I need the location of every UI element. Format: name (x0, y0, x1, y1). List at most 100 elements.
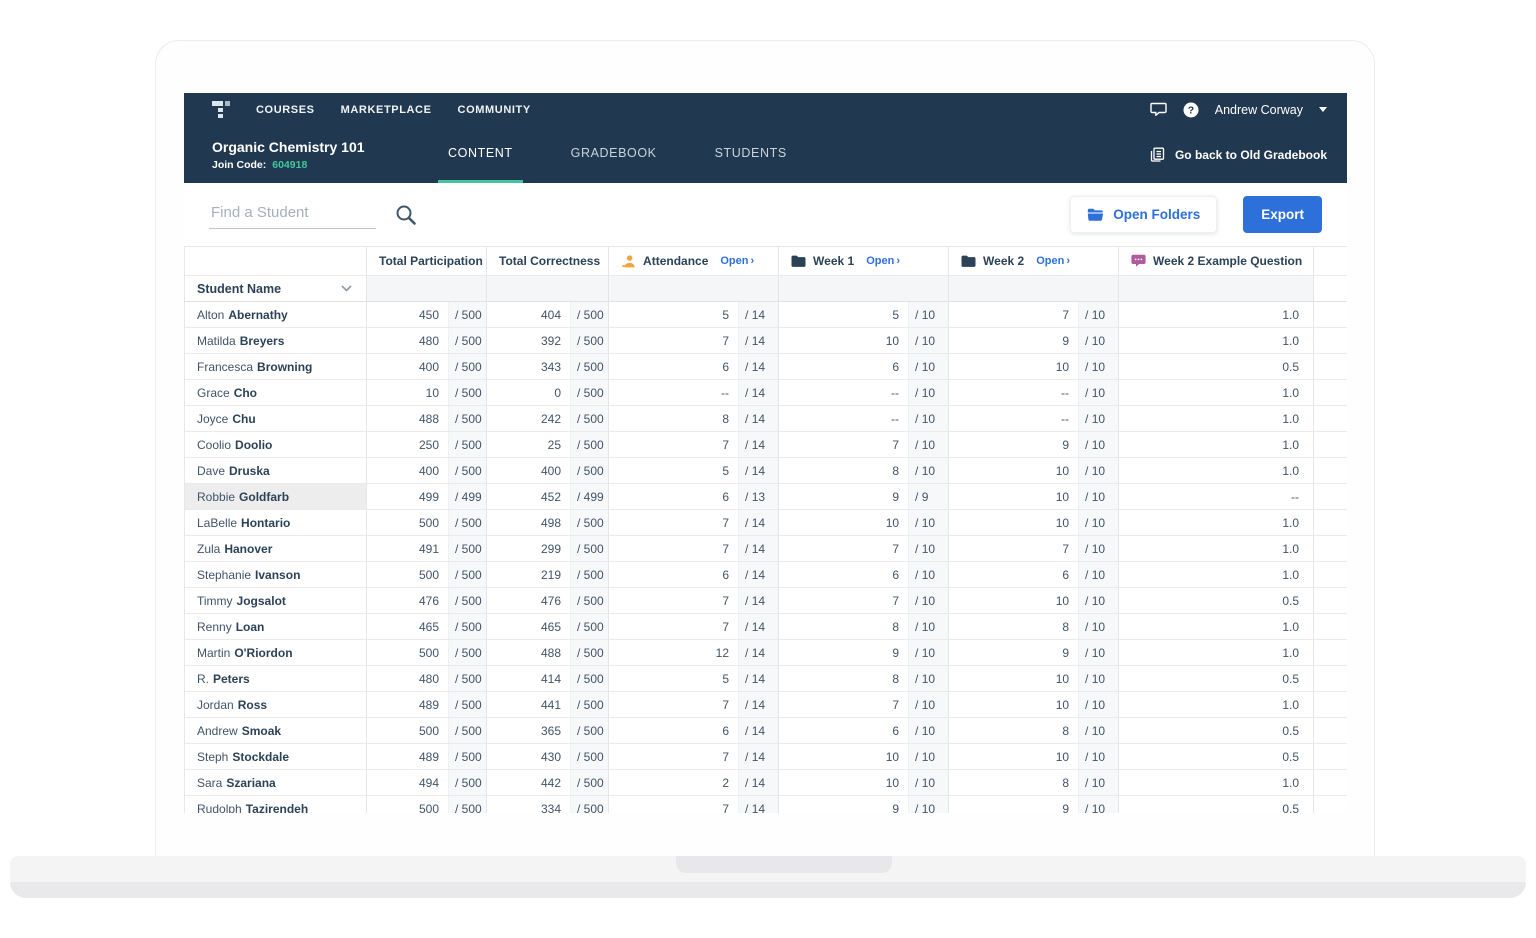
tab-content[interactable]: CONTENT (438, 126, 523, 183)
week1-score-cell[interactable]: 6 (778, 717, 909, 744)
student-name-cell[interactable]: Matilda Breyers (184, 327, 367, 354)
week1-score-cell[interactable]: 9 (778, 639, 909, 666)
attendance-score-cell[interactable]: 2 (608, 769, 739, 796)
user-menu[interactable]: Andrew Corway (1214, 102, 1303, 117)
participation-score-cell[interactable]: 450 (366, 301, 449, 328)
week1-score-cell[interactable]: 10 (778, 769, 909, 796)
example-question-score-cell[interactable]: 1.0 (1118, 301, 1314, 328)
participation-score-cell[interactable]: 500 (366, 717, 449, 744)
student-name-cell[interactable]: Joyce Chu (184, 405, 367, 432)
week2-score-cell[interactable]: 8 (948, 717, 1079, 744)
student-name-cell[interactable]: Francesca Browning (184, 353, 367, 380)
correctness-score-cell[interactable]: 343 (486, 353, 571, 380)
chevron-down-icon[interactable] (341, 285, 352, 292)
attendance-score-cell[interactable]: 6 (608, 717, 739, 744)
attendance-open-link[interactable]: Open › (720, 255, 755, 267)
attendance-score-cell[interactable]: 7 (608, 743, 739, 770)
search-input[interactable] (209, 200, 376, 229)
attendance-score-cell[interactable]: 5 (608, 457, 739, 484)
example-question-score-cell[interactable]: 0.5 (1118, 353, 1314, 380)
week2-score-cell[interactable]: -- (948, 405, 1079, 432)
week2-score-cell[interactable]: 8 (948, 613, 1079, 640)
attendance-score-cell[interactable]: 12 (608, 639, 739, 666)
participation-score-cell[interactable]: 494 (366, 769, 449, 796)
student-name-header[interactable]: Student Name (184, 275, 367, 302)
week2-open-link[interactable]: Open › (1036, 255, 1070, 267)
week2-score-cell[interactable]: 9 (948, 431, 1079, 458)
nav-item-marketplace[interactable]: MARKETPLACE (340, 103, 432, 116)
nav-item-courses[interactable]: COURSES (256, 103, 315, 116)
tab-students[interactable]: STUDENTS (714, 146, 787, 160)
attendance-score-cell[interactable]: 5 (608, 301, 739, 328)
correctness-score-cell[interactable]: 404 (486, 301, 571, 328)
student-name-cell[interactable]: Steph Stockdale (184, 743, 367, 770)
student-name-cell[interactable]: Jordan Ross (184, 691, 367, 718)
correctness-score-cell[interactable]: 400 (486, 457, 571, 484)
correctness-score-cell[interactable]: 365 (486, 717, 571, 744)
correctness-score-cell[interactable]: 299 (486, 535, 571, 562)
example-question-score-cell[interactable]: 0.5 (1118, 665, 1314, 692)
attendance-score-cell[interactable]: 7 (608, 327, 739, 354)
example-question-score-cell[interactable]: 1.0 (1118, 509, 1314, 536)
attendance-score-cell[interactable]: 6 (608, 483, 739, 510)
week2-score-cell[interactable]: 7 (948, 535, 1079, 562)
week2-score-cell[interactable]: 10 (948, 483, 1079, 510)
example-question-score-cell[interactable]: 1.0 (1118, 769, 1314, 796)
attendance-score-cell[interactable]: 7 (608, 795, 739, 813)
week1-score-cell[interactable]: -- (778, 405, 909, 432)
attendance-score-cell[interactable]: 6 (608, 561, 739, 588)
week2-score-cell[interactable]: 10 (948, 353, 1079, 380)
messages-icon[interactable] (1150, 102, 1167, 117)
week2-score-cell[interactable]: 10 (948, 691, 1079, 718)
attendance-score-cell[interactable]: 7 (608, 613, 739, 640)
week2-score-cell[interactable]: -- (948, 379, 1079, 406)
participation-score-cell[interactable]: 10 (366, 379, 449, 406)
week2-score-cell[interactable]: 7 (948, 301, 1079, 328)
week2-score-cell[interactable]: 10 (948, 457, 1079, 484)
participation-score-cell[interactable]: 465 (366, 613, 449, 640)
attendance-score-cell[interactable]: 5 (608, 665, 739, 692)
participation-score-cell[interactable]: 480 (366, 327, 449, 354)
attendance-score-cell[interactable]: 7 (608, 509, 739, 536)
participation-score-cell[interactable]: 488 (366, 405, 449, 432)
participation-score-cell[interactable]: 400 (366, 457, 449, 484)
week1-score-cell[interactable]: 7 (778, 431, 909, 458)
example-question-score-cell[interactable]: 1.0 (1118, 327, 1314, 354)
week2-score-cell[interactable]: 10 (948, 743, 1079, 770)
old-gradebook-link[interactable]: Go back to Old Gradebook (1150, 126, 1327, 183)
participation-score-cell[interactable]: 500 (366, 561, 449, 588)
participation-score-cell[interactable]: 500 (366, 795, 449, 813)
week1-score-cell[interactable]: 8 (778, 665, 909, 692)
student-name-cell[interactable]: R. Peters (184, 665, 367, 692)
attendance-score-cell[interactable]: 7 (608, 587, 739, 614)
tophat-logo-icon[interactable] (212, 100, 230, 119)
week1-score-cell[interactable]: 5 (778, 301, 909, 328)
student-name-cell[interactable]: Renny Loan (184, 613, 367, 640)
correctness-score-cell[interactable]: 414 (486, 665, 571, 692)
week1-score-cell[interactable]: 10 (778, 743, 909, 770)
correctness-score-cell[interactable]: 430 (486, 743, 571, 770)
attendance-score-cell[interactable]: 7 (608, 535, 739, 562)
export-button[interactable]: Export (1243, 196, 1322, 233)
student-name-cell[interactable]: Martin O'Riordon (184, 639, 367, 666)
week1-score-cell[interactable]: 7 (778, 587, 909, 614)
week2-score-cell[interactable]: 10 (948, 509, 1079, 536)
week2-score-cell[interactable]: 10 (948, 665, 1079, 692)
student-name-cell[interactable]: Grace Cho (184, 379, 367, 406)
week1-score-cell[interactable]: 9 (778, 795, 909, 813)
attendance-score-cell[interactable]: 8 (608, 405, 739, 432)
correctness-score-cell[interactable]: 242 (486, 405, 571, 432)
tab-gradebook[interactable]: GRADEBOOK (570, 146, 657, 160)
week1-score-cell[interactable]: 8 (778, 613, 909, 640)
search-icon[interactable] (394, 203, 418, 227)
week2-score-cell[interactable]: 9 (948, 327, 1079, 354)
week1-score-cell[interactable]: 10 (778, 509, 909, 536)
student-name-cell[interactable]: Stephanie Ivanson (184, 561, 367, 588)
student-name-cell[interactable]: Coolio Doolio (184, 431, 367, 458)
week1-score-cell[interactable]: 8 (778, 457, 909, 484)
week2-score-cell[interactable]: 10 (948, 587, 1079, 614)
correctness-score-cell[interactable]: 488 (486, 639, 571, 666)
open-folders-button[interactable]: Open Folders (1070, 196, 1218, 233)
week1-score-cell[interactable]: 7 (778, 691, 909, 718)
week2-score-cell[interactable]: 9 (948, 795, 1079, 813)
